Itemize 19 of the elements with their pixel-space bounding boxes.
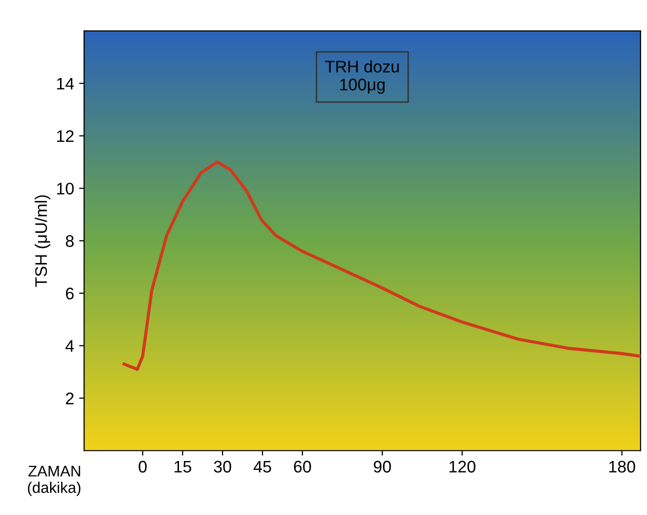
y-tick-label: 2 bbox=[66, 392, 74, 404]
y-axis-title: TSH (μU/ml) bbox=[34, 195, 50, 287]
x-tick-label: 15 bbox=[174, 460, 192, 473]
x-tick-label: 30 bbox=[214, 460, 232, 473]
x-tick-label: 180 bbox=[609, 460, 636, 473]
y-tick-label: 10 bbox=[57, 182, 74, 194]
line-series bbox=[122, 160, 641, 371]
x-tick-label: 45 bbox=[254, 460, 272, 473]
y-tick-label: 12 bbox=[57, 130, 74, 142]
annotation: TRH dozu 100μg bbox=[325, 60, 399, 94]
x-tick-label: 0 bbox=[138, 460, 147, 473]
y-tick-label: 6 bbox=[66, 288, 74, 300]
y-tick-label: 4 bbox=[66, 340, 74, 352]
x-tick-label: 90 bbox=[374, 460, 391, 473]
x-axis-title: ZAMAN (dakika) bbox=[28, 466, 80, 496]
y-tick-label: 8 bbox=[66, 235, 74, 247]
x-tick-label: 120 bbox=[450, 460, 476, 473]
y-tick-label: 14 bbox=[57, 78, 74, 90]
x-tick-label: 60 bbox=[294, 460, 312, 473]
